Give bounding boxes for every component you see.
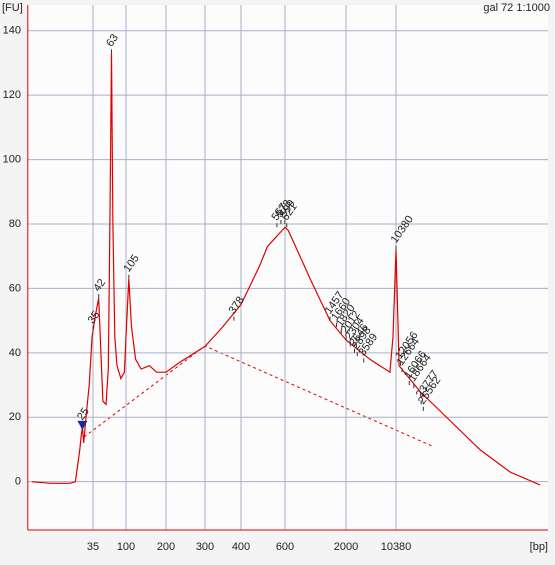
x-tick-label: 400 (232, 541, 250, 553)
y-tick-label: 120 (3, 89, 21, 101)
peak-label: 35 (86, 309, 103, 326)
plot-area (27, 5, 549, 530)
trace (31, 53, 541, 486)
y-tick-label: 60 (9, 282, 21, 294)
y-tick-label: 20 (9, 411, 21, 423)
y-tick-label: 40 (9, 347, 21, 359)
x-tick-label: 600 (276, 541, 294, 553)
sample-label: gal 72 1:1000 (483, 2, 550, 14)
x-tick-label: 2000 (334, 541, 358, 553)
x-axis-label: [bp] (530, 541, 548, 553)
x-tick-label: 35 (87, 541, 99, 553)
peak-label: 25 (75, 406, 92, 423)
y-tick-label: 140 (3, 25, 21, 37)
y-axis-label: [FU] (2, 2, 23, 14)
peak-label: 42 (91, 277, 108, 294)
peak-label: 63 (104, 32, 121, 49)
y-tick-label: 80 (9, 218, 21, 230)
y-tick-label: 0 (15, 476, 21, 488)
x-tick-label: 100 (117, 541, 135, 553)
x-tick-label: 300 (196, 541, 214, 553)
x-tick-label: 10380 (381, 541, 412, 553)
y-tick-label: 100 (3, 154, 21, 166)
x-tick-label: 200 (157, 541, 175, 553)
lower-marker (77, 420, 88, 430)
